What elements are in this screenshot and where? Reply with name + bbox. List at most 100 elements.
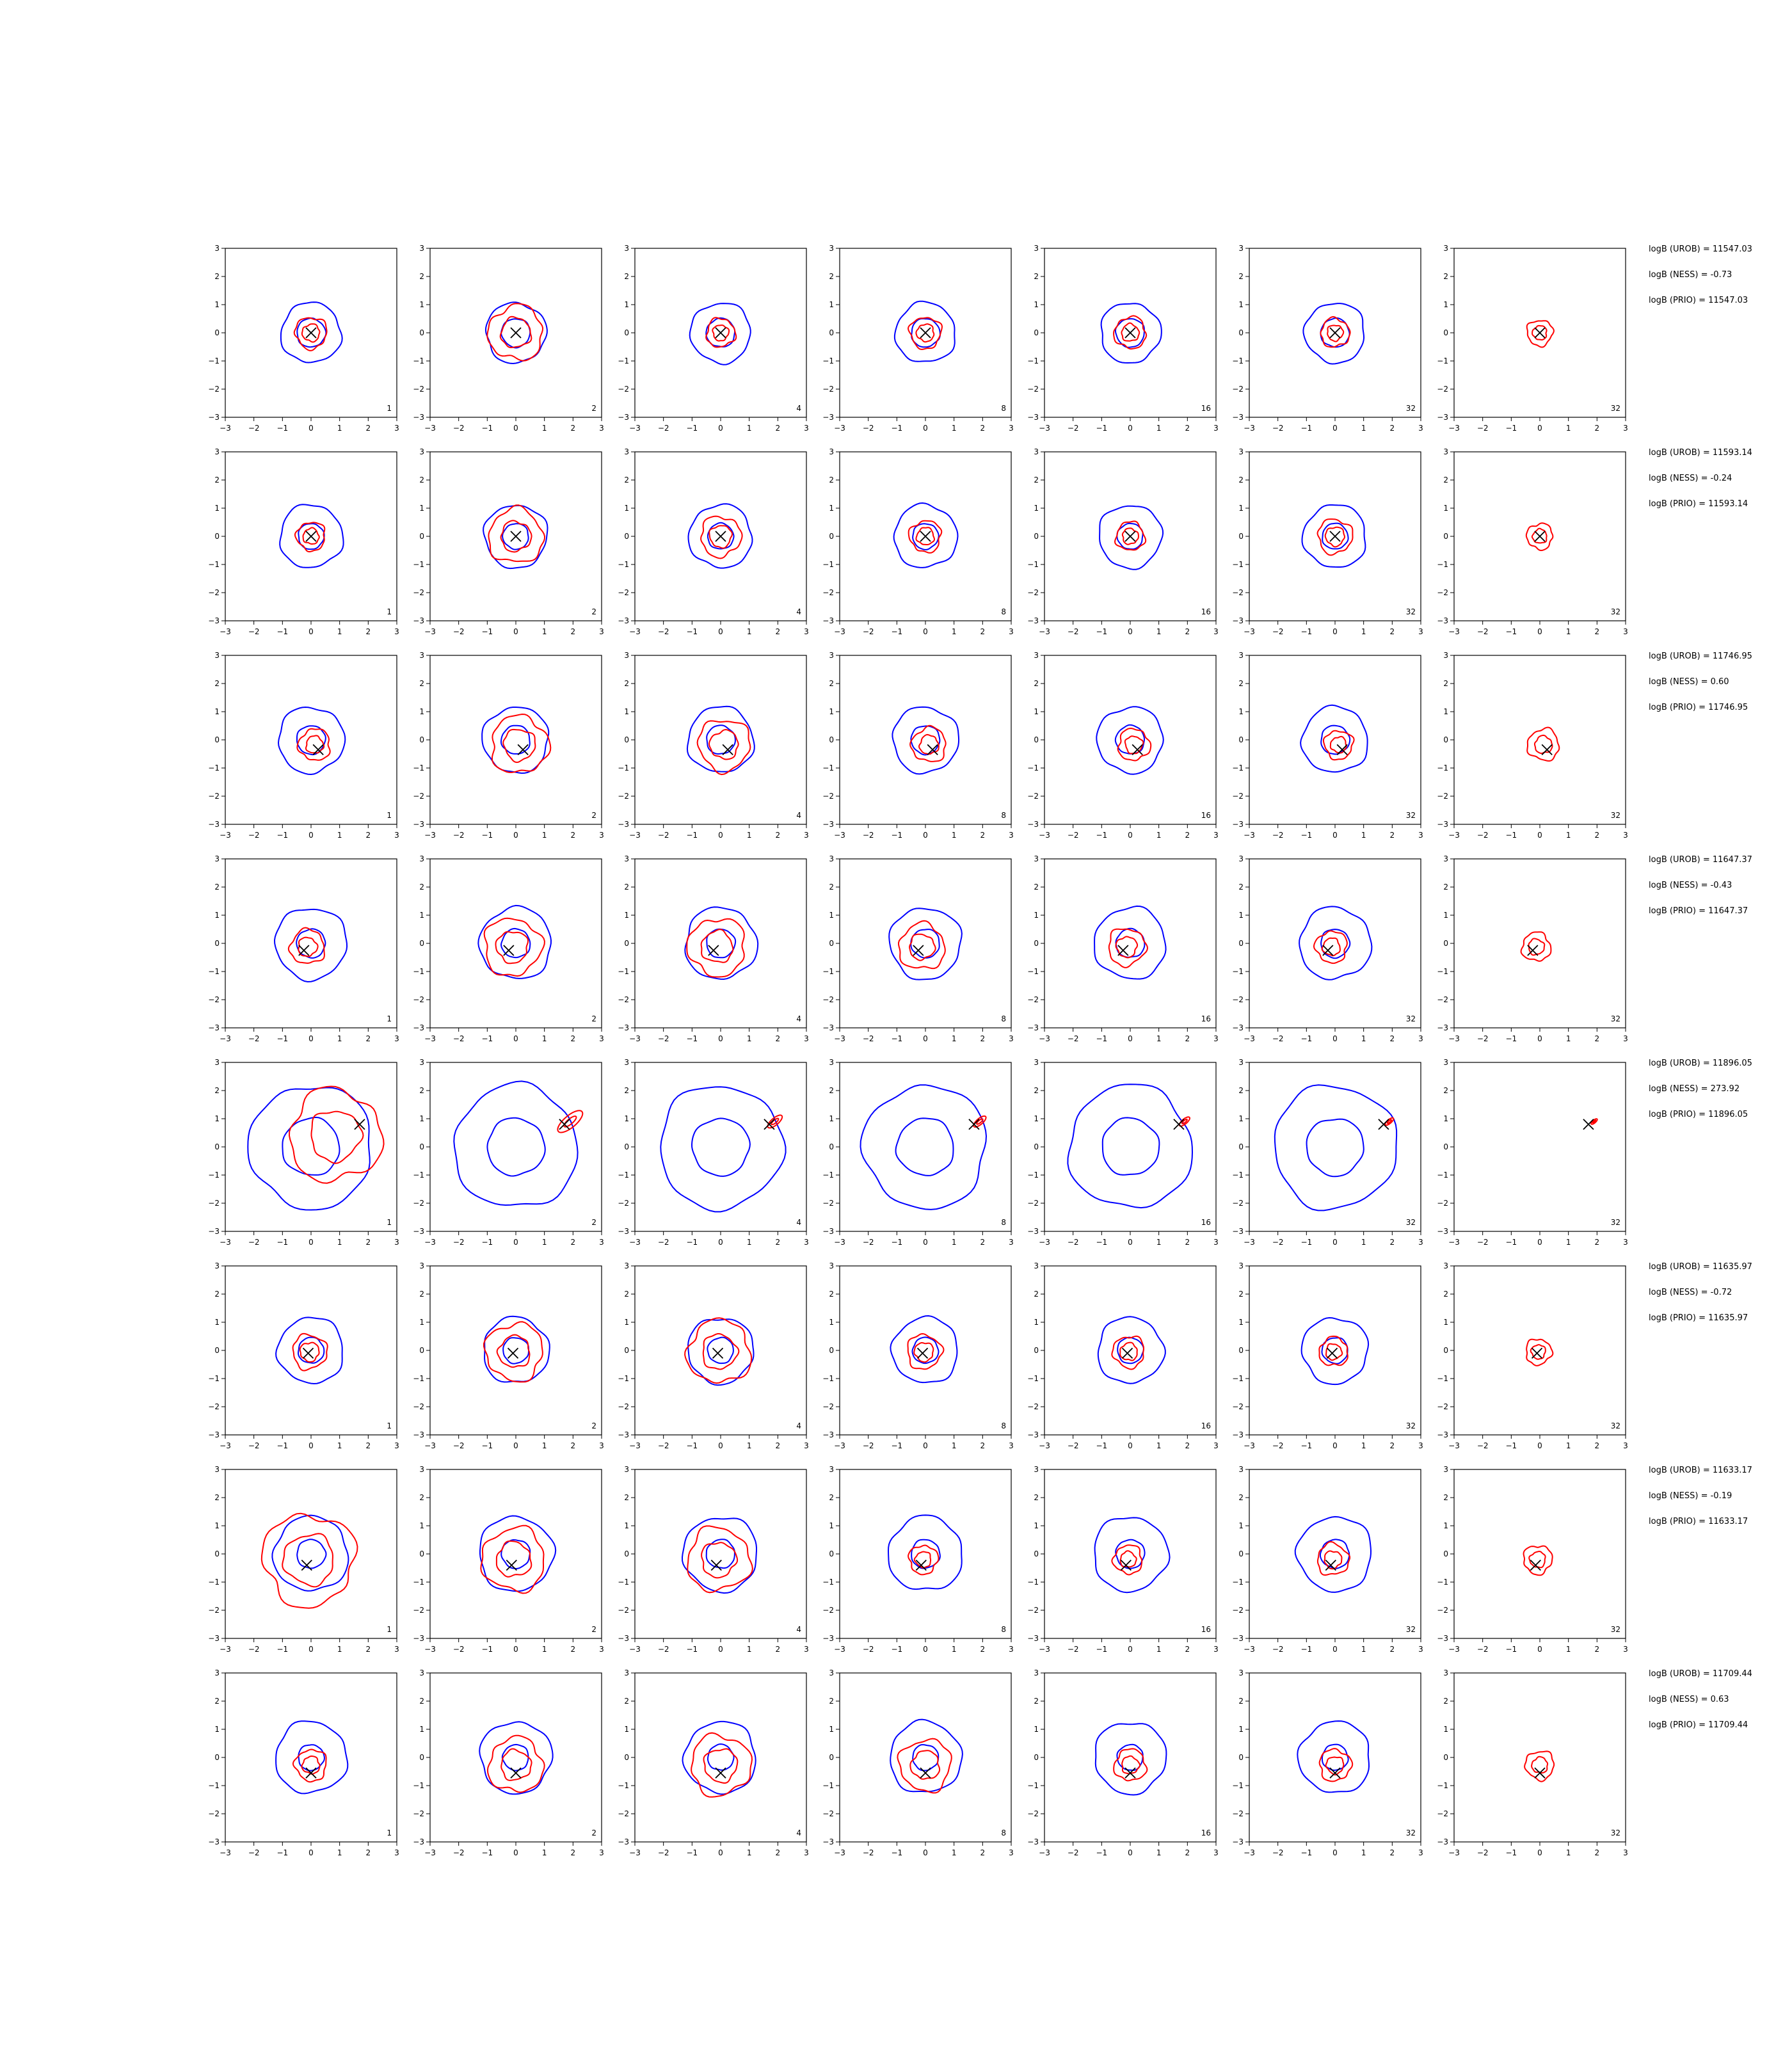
y-tick-label: 2: [624, 476, 629, 484]
red-inner-contour: [563, 1116, 577, 1128]
x-tick-label: 3: [1213, 1034, 1219, 1043]
y-tick-label: 2: [624, 272, 629, 281]
red-outer-contour: [288, 1085, 385, 1184]
logb-annotation: logB (NESS) = -0.72: [1649, 1288, 1732, 1297]
y-tick-label: 0: [624, 735, 629, 744]
logb-annotation: logB (UROB) = 11647.37: [1649, 855, 1752, 865]
x-tick-label: 2: [1595, 1441, 1600, 1450]
x-tick-label: 2: [1185, 1238, 1190, 1247]
y-tick-label: −3: [1232, 1227, 1244, 1236]
red-inner-contour: [909, 1750, 941, 1780]
x-tick-label: −1: [1505, 1848, 1517, 1857]
y-tick-label: −2: [822, 995, 834, 1004]
red-inner-contour: [301, 323, 321, 343]
logb-annotation: logB (UROB) = 11633.17: [1649, 1466, 1752, 1475]
y-tick-label: −1: [618, 764, 629, 772]
y-tick-label: 2: [1443, 476, 1448, 484]
y-tick-label: −2: [413, 385, 424, 394]
x-tick-label: −1: [1300, 1848, 1312, 1857]
panel-label: 32: [1611, 607, 1620, 616]
x-tick-label: 3: [1009, 1848, 1014, 1857]
red-outer-contour: [1318, 1748, 1354, 1782]
panel-r3-c5: −3−3 −2 −2 −1 −1 0 0 1 1 2 2 3 3 16: [1027, 651, 1219, 840]
true-parameter-marker: [715, 1767, 726, 1779]
x-tick-label: −2: [1068, 1238, 1079, 1247]
y-tick-label: −1: [413, 356, 424, 365]
x-tick-label: −3: [424, 1034, 436, 1043]
blue-inner-contour: [707, 1743, 735, 1771]
y-tick-label: −3: [1232, 1634, 1244, 1643]
red-inner-contour: [913, 1551, 932, 1569]
x-tick-label: −1: [481, 831, 493, 840]
x-tick-label: 0: [718, 831, 723, 840]
x-tick-label: −1: [1300, 1238, 1312, 1247]
x-tick-label: −3: [220, 424, 231, 433]
axes-frame: [225, 858, 397, 1028]
panel-r6-c7: −3−3 −2 −2 −1 −1 0 0 1 1 2 2 3 3 32: [1437, 1261, 1628, 1450]
x-tick-label: −1: [686, 1034, 698, 1043]
y-tick-label: 0: [829, 1549, 834, 1558]
red-inner-contour: [1119, 1550, 1137, 1568]
y-tick-label: 1: [829, 707, 834, 716]
x-tick-label: −2: [1068, 1645, 1079, 1654]
y-tick-label: −3: [208, 616, 220, 625]
blue-outer-contour: [1297, 1720, 1370, 1793]
blue-outer-contour: [1300, 704, 1368, 773]
y-tick-label: −2: [208, 995, 220, 1004]
y-tick-label: 3: [829, 1668, 834, 1677]
blue-outer-contour: [279, 504, 344, 568]
y-tick-label: −2: [822, 588, 834, 597]
red-outer-contour: [907, 1332, 945, 1370]
true-parameter-marker: [1534, 1767, 1546, 1779]
panel-label: 32: [1406, 1218, 1416, 1227]
x-tick-label: 3: [1623, 1034, 1628, 1043]
axes-frame: [634, 858, 807, 1028]
panel-r2-c2: −3−3 −2 −2 −1 −1 0 0 1 1 2 2 3 3 2: [413, 447, 604, 636]
y-tick-label: 3: [1443, 244, 1448, 253]
x-tick-label: 0: [1128, 627, 1133, 636]
x-tick-label: −3: [1448, 831, 1460, 840]
panel-r7-c7: −3−3 −2 −2 −1 −1 0 0 1 1 2 2 3 3 32: [1437, 1465, 1628, 1654]
y-tick-label: −1: [1232, 1781, 1244, 1790]
x-tick-label: 2: [1390, 1034, 1395, 1043]
y-tick-label: 3: [829, 447, 834, 456]
y-tick-label: 1: [419, 1114, 424, 1123]
x-tick-label: 2: [571, 1441, 576, 1450]
panel-r4-c6: −3−3 −2 −2 −1 −1 0 0 1 1 2 2 3 3 32: [1232, 854, 1423, 1043]
y-tick-label: 3: [419, 1668, 424, 1677]
x-tick-label: 1: [1361, 1441, 1366, 1450]
y-tick-label: 1: [829, 911, 834, 920]
x-tick-label: 1: [1156, 424, 1162, 433]
x-tick-label: 3: [1213, 627, 1219, 636]
x-tick-label: −1: [276, 1441, 288, 1450]
panel-r7-c2: −3−3 −2 −2 −1 −1 0 0 1 1 2 2 3 3 2: [413, 1465, 604, 1654]
y-tick-label: 0: [624, 1346, 629, 1355]
x-tick-label: 3: [1009, 831, 1014, 840]
x-tick-label: −2: [248, 1034, 260, 1043]
y-tick-label: −1: [1437, 764, 1448, 772]
blue-inner-contour: [691, 1117, 751, 1177]
true-parameter-marker: [920, 1767, 931, 1779]
x-tick-label: −3: [1448, 424, 1460, 433]
y-tick-label: 3: [1034, 244, 1039, 253]
x-tick-label: 1: [747, 424, 752, 433]
y-tick-label: −1: [413, 1578, 424, 1587]
x-tick-label: 0: [1537, 1034, 1542, 1043]
true-parameter-marker: [1124, 327, 1136, 339]
y-tick-label: 3: [624, 244, 629, 253]
panel-r5-c5: −3−3 −2 −2 −1 −1 0 0 1 1 2 2 3 3 16: [1027, 1058, 1219, 1247]
x-tick-label: 2: [776, 1848, 781, 1857]
x-tick-label: 2: [980, 831, 986, 840]
x-tick-label: −1: [686, 1238, 698, 1247]
x-tick-label: −3: [220, 1238, 231, 1247]
panel-label: 16: [1201, 1828, 1211, 1837]
true-parameter-marker: [1531, 1347, 1543, 1359]
x-tick-label: 0: [1332, 1034, 1338, 1043]
x-tick-label: −3: [424, 831, 436, 840]
x-tick-label: −1: [481, 424, 493, 433]
x-tick-label: 3: [1213, 424, 1219, 433]
y-tick-label: −2: [1437, 995, 1448, 1004]
blue-inner-contour: [912, 523, 940, 550]
blue-inner-contour: [282, 1116, 340, 1176]
x-tick-label: −2: [1272, 1645, 1284, 1654]
